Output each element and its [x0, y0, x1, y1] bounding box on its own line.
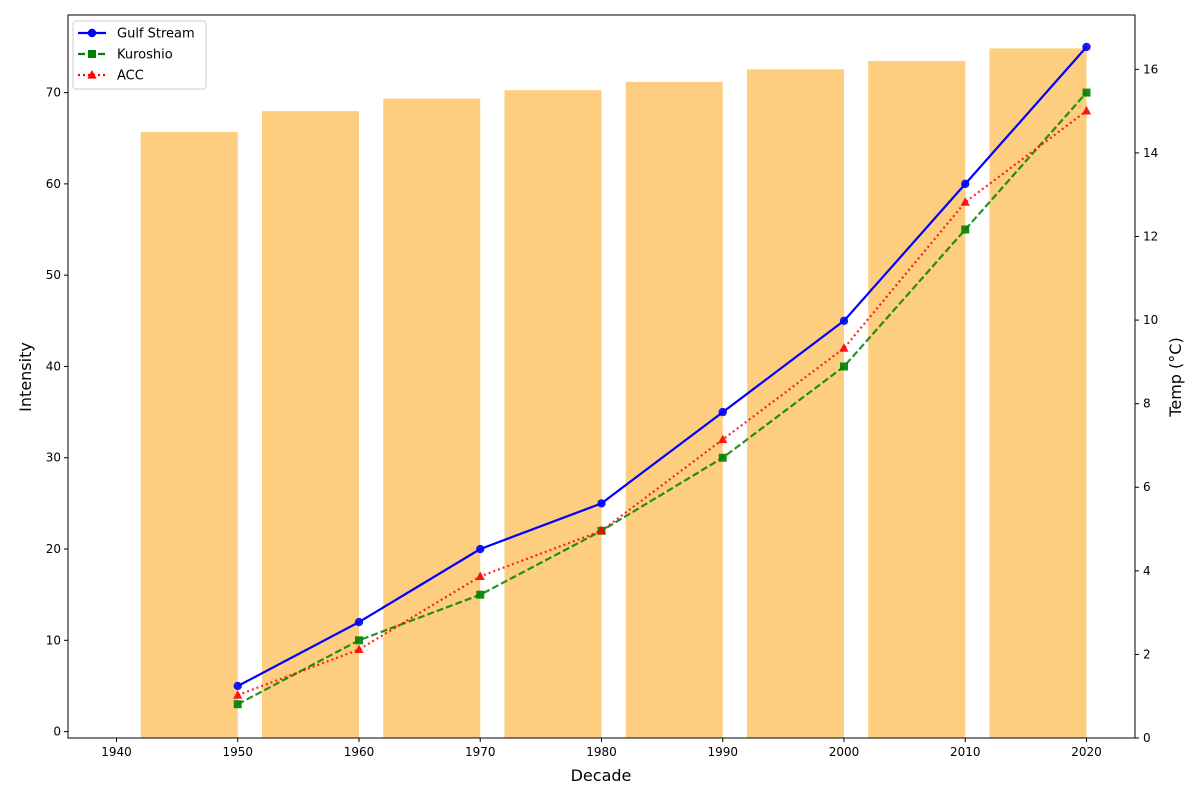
x-tick-label: 1960 [344, 745, 375, 759]
legend-item: ACC [78, 69, 144, 84]
data-point [1081, 105, 1092, 115]
x-tick-label: 2010 [950, 745, 981, 759]
y2-tick-label: 2 [1143, 647, 1151, 661]
series-acc [233, 105, 1092, 699]
legend-marker [87, 70, 97, 79]
data-point [597, 499, 606, 508]
series-gulf-stream [233, 42, 1091, 691]
series-line [237, 46, 1088, 687]
legend-marker [88, 50, 96, 58]
temp-bars [140, 48, 1087, 739]
legend-label: ACC [117, 69, 144, 84]
x-tick-label: 1970 [465, 745, 496, 759]
temp-bar [625, 81, 723, 738]
x-tick-label: 2020 [1071, 745, 1102, 759]
y2-tick-label: 16 [1143, 62, 1158, 76]
data-point [961, 179, 970, 189]
legend-label: Gulf Stream [117, 27, 195, 42]
data-point [355, 636, 363, 645]
data-point [476, 590, 485, 599]
temp-bar [504, 90, 602, 738]
y-tick-label: 40 [46, 359, 61, 373]
y-tick-label: 10 [46, 633, 61, 647]
x-tick-label: 1950 [222, 745, 253, 759]
data-point [233, 690, 243, 699]
y-axis-right: 0 2 4 6 8 10 12 14 16 [1135, 62, 1158, 745]
data-point [1082, 42, 1091, 52]
legend-box [72, 20, 207, 90]
y2-tick-label: 8 [1143, 397, 1151, 411]
legend-item: Gulf Stream [78, 27, 195, 42]
series-line [237, 91, 1088, 706]
data-point [475, 571, 485, 581]
data-point [596, 525, 607, 535]
data-point [476, 544, 485, 554]
y2-tick-label: 4 [1143, 564, 1151, 578]
temp-bar [868, 60, 966, 739]
y-tick-label: 50 [46, 268, 61, 282]
temp-bar [262, 111, 359, 738]
data-point [354, 644, 364, 654]
data-point [233, 700, 242, 709]
legend: Gulf Stream Kuroshio ACC [72, 20, 207, 90]
data-point [840, 362, 848, 371]
x-tick-label: 2000 [829, 745, 860, 759]
data-point [233, 681, 242, 691]
x-axis-label: Decade [571, 766, 632, 785]
data-point [354, 617, 364, 627]
x-tick-label: 1980 [586, 745, 617, 759]
y-tick-label: 30 [46, 451, 61, 465]
data-point [960, 197, 970, 206]
data-point [839, 343, 849, 352]
y-axis-label: Intensity [16, 342, 35, 412]
y-tick-label: 0 [53, 725, 61, 739]
x-tick-label: 1990 [707, 745, 738, 759]
data-point [718, 407, 727, 417]
legend-marker [87, 28, 97, 38]
intensity-lines [233, 42, 1092, 709]
y2-tick-label: 0 [1143, 731, 1151, 745]
y2-tick-label: 10 [1143, 313, 1158, 327]
y2-axis-label: Temp (°C) [1166, 337, 1185, 417]
data-point [1082, 88, 1091, 97]
temp-bar [140, 132, 238, 738]
y-tick-label: 70 [46, 86, 61, 100]
series-line [237, 110, 1088, 697]
y2-tick-label: 14 [1143, 146, 1158, 160]
x-axis: 1940 1950 1960 1970 1980 1990 2000 2010 2020 [101, 738, 1102, 759]
y-tick-label: 20 [46, 542, 61, 556]
temp-bar [989, 48, 1087, 738]
data-point [839, 316, 849, 326]
temp-bar [383, 98, 481, 739]
x-tick-label: 1940 [101, 745, 132, 759]
y-axis-left: 0 10 20 30 40 50 60 70 [46, 86, 68, 739]
legend-label: Kuroshio [117, 48, 173, 63]
data-point [718, 453, 727, 462]
y-tick-label: 60 [46, 177, 61, 191]
data-point [718, 434, 728, 444]
y2-tick-label: 12 [1143, 229, 1158, 243]
legend-item: Kuroshio [78, 48, 173, 63]
y2-tick-label: 6 [1143, 480, 1151, 494]
data-point [961, 225, 970, 234]
